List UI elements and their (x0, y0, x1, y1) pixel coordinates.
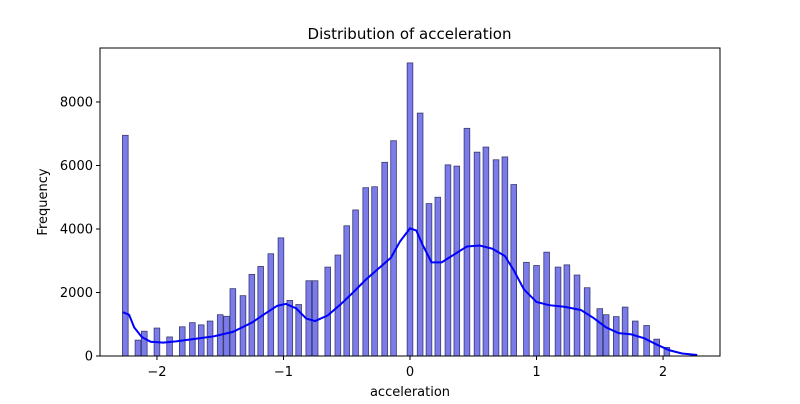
histogram-bar-31 (425, 203, 433, 357)
histogram-bar-10 (223, 315, 230, 357)
x-tick-label-2: 0 (406, 365, 414, 380)
histogram-bar-13 (248, 273, 256, 357)
histogram-bar-16 (277, 237, 285, 357)
histogram-bar-7 (197, 324, 205, 357)
histogram-bar-14 (257, 266, 264, 357)
y-tick-label-1: 2000 (60, 286, 93, 301)
x-axis-ticks: −2 −1 0 1 2 (147, 356, 667, 380)
histogram-bar-11 (229, 288, 237, 357)
histogram-bar-54 (653, 338, 660, 357)
histogram-bar-52 (631, 320, 639, 357)
histogram-bar-23 (343, 225, 350, 357)
histogram-bar-35 (463, 127, 471, 357)
x-axis-label: acceleration (370, 385, 450, 400)
y-tick-label-3: 6000 (60, 159, 93, 174)
chart-title: Distribution of acceleration (308, 25, 512, 43)
y-axis-ticks: 0 2000 4000 6000 8000 (60, 95, 100, 365)
x-tick-label-0: −2 (147, 365, 166, 380)
histogram-bar-49 (602, 314, 610, 357)
histogram-bar-2 (141, 330, 148, 357)
histogram-bar-51 (621, 306, 629, 357)
histogram-bar-48 (596, 308, 604, 357)
histogram-bar-25 (362, 187, 369, 357)
histogram-bar-20 (311, 280, 319, 357)
histogram-bar-36 (473, 151, 481, 357)
histogram-bar-29 (406, 62, 414, 357)
histogram-bar-0 (122, 134, 129, 357)
x-tick-label-4: 2 (659, 365, 667, 380)
histogram-bar-45 (563, 264, 571, 357)
bars-layer (122, 62, 671, 357)
y-tick-label-2: 4000 (60, 222, 93, 237)
histogram-bar-46 (573, 274, 581, 357)
histogram-bar-8 (206, 320, 214, 357)
histogram-bar-37 (482, 146, 490, 357)
histogram-bar-47 (583, 287, 591, 357)
histogram-bar-21 (324, 266, 332, 357)
histogram-bar-24 (352, 209, 359, 357)
x-tick-label-1: −1 (274, 365, 293, 380)
histogram-bar-42 (533, 265, 540, 357)
histogram-bar-34 (453, 165, 461, 357)
histogram-bar-38 (492, 159, 500, 357)
histogram-bar-27 (381, 161, 388, 357)
histogram-bar-50 (613, 316, 620, 357)
histogram-bar-4 (166, 336, 173, 357)
histogram-bar-17 (286, 300, 294, 357)
y-axis-label: Frequency (36, 168, 51, 235)
kde-line (122, 227, 698, 357)
histogram-bar-1 (134, 339, 142, 357)
x-tick-label-3: 1 (532, 365, 540, 380)
histogram-bar-32 (434, 196, 442, 357)
y-tick-label-0: 0 (85, 350, 93, 365)
histogram-bar-15 (267, 253, 275, 357)
histogram-bar-44 (554, 266, 562, 357)
histogram-bar-41 (523, 261, 530, 357)
y-tick-label-4: 8000 (60, 95, 93, 110)
